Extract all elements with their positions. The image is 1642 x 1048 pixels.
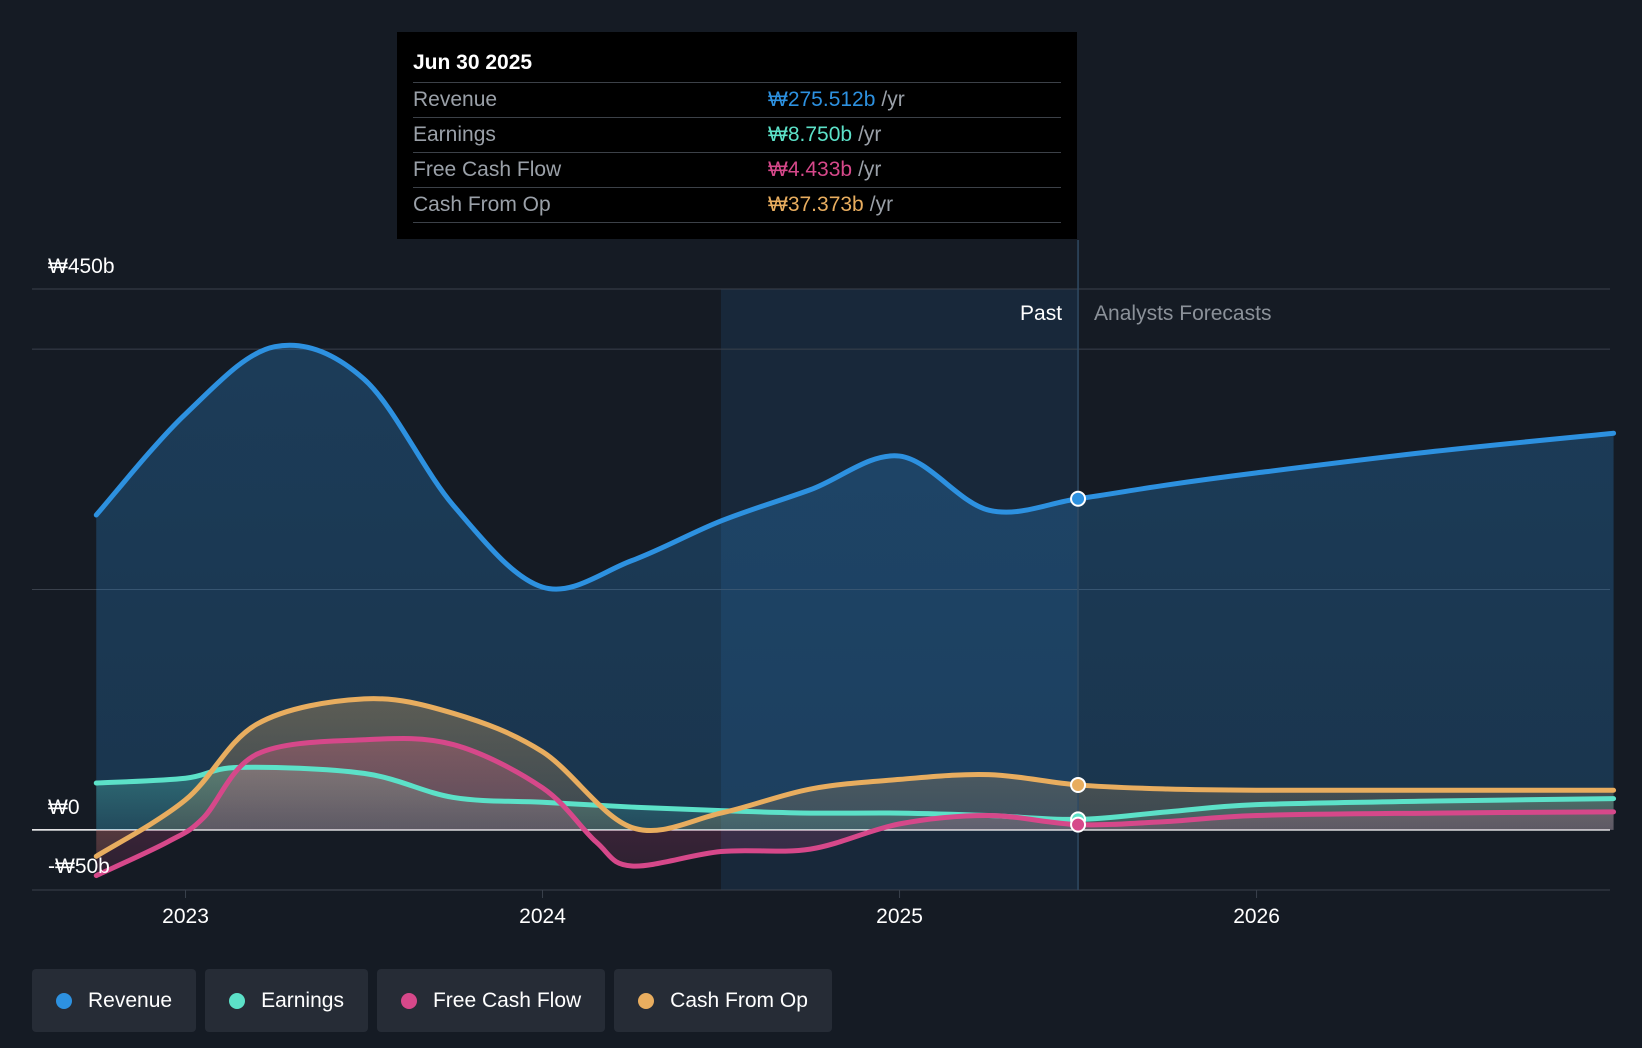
- tooltip-label: Cash From Op: [413, 193, 551, 216]
- legend-dot-icon: [56, 992, 72, 1009]
- marker-free-cash-flow: [1070, 816, 1087, 833]
- tooltip-value: ₩275.512b: [768, 88, 876, 111]
- legend-item-cash-from-op[interactable]: Cash From Op: [614, 969, 832, 1032]
- tooltip-row-revenue: Revenue ₩275.512b /yr: [413, 83, 1061, 118]
- y-tick-label: ₩0: [48, 796, 80, 819]
- x-tick-label: 2023: [162, 905, 209, 928]
- legend-dot-icon: [229, 992, 246, 1009]
- marker-cash-from-op: [1070, 776, 1087, 793]
- past-label: Past: [1020, 302, 1062, 325]
- legend: Revenue Earnings Free Cash Flow Cash Fro…: [32, 969, 832, 1032]
- line-cash-from-op: [93, 696, 1617, 859]
- legend-label: Free Cash Flow: [432, 988, 582, 1012]
- y-tick-label: ₩450b: [48, 255, 115, 278]
- tooltip-unit: /yr: [858, 158, 882, 181]
- line-revenue: [93, 342, 1617, 592]
- tooltip-row-cash-from-op: Cash From Op ₩37.373b /yr: [413, 188, 1061, 223]
- x-tick-label: 2025: [876, 905, 923, 928]
- line-earnings: [93, 764, 1617, 822]
- line-free-cash-flow: [93, 735, 1617, 879]
- legend-dot-icon: [638, 992, 655, 1009]
- tooltip-label: Earnings: [413, 123, 496, 146]
- legend-dot-icon: [400, 992, 417, 1009]
- area-revenue: [96, 345, 1614, 830]
- tooltip: Jun 30 2025 Revenue ₩275.512b /yr Earnin…: [397, 32, 1077, 239]
- x-tick-label: 2026: [1233, 905, 1280, 928]
- legend-item-earnings[interactable]: Earnings: [205, 969, 368, 1032]
- marker-revenue: [1070, 490, 1087, 507]
- tooltip-unit: /yr: [858, 123, 882, 146]
- tooltip-date: Jun 30 2025: [413, 46, 1061, 83]
- legend-label: Revenue: [88, 988, 173, 1012]
- tooltip-row-earnings: Earnings ₩8.750b /yr: [413, 118, 1061, 153]
- tooltip-unit: /yr: [881, 88, 905, 111]
- x-tick-label: 2024: [519, 905, 566, 928]
- tooltip-label: Revenue: [413, 88, 498, 111]
- legend-label: Earnings: [261, 988, 344, 1012]
- tooltip-row-free-cash-flow: Free Cash Flow ₩4.433b /yr: [413, 153, 1061, 188]
- legend-item-revenue[interactable]: Revenue: [32, 969, 197, 1032]
- tooltip-value: ₩4.433b: [768, 158, 853, 181]
- legend-item-free-cash-flow[interactable]: Free Cash Flow: [376, 969, 606, 1032]
- legend-label: Cash From Op: [670, 988, 808, 1012]
- forecast-label: Analysts Forecasts: [1094, 302, 1271, 325]
- chart: Past Analysts Forecasts ₩450b ₩0 -₩50b 2023 20…: [32, 240, 1617, 928]
- tooltip-unit: /yr: [869, 193, 894, 216]
- tooltip-value: ₩8.750b: [768, 123, 853, 146]
- tooltip-label: Free Cash Flow: [413, 158, 562, 181]
- y-tick-label: -₩50b: [48, 855, 110, 878]
- tooltip-value: ₩37.373b: [768, 193, 864, 216]
